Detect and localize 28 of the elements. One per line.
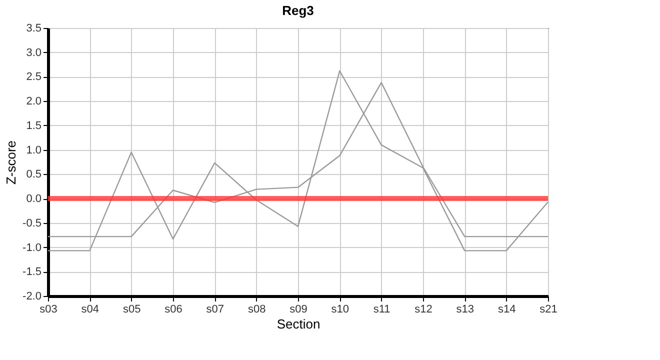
y-tick-label: -1.5 — [22, 266, 42, 278]
x-tick-label: s09 — [290, 304, 308, 316]
y-tick-label: -0.5 — [22, 217, 42, 230]
x-tick-label: s03 — [40, 304, 58, 316]
x-axis-title: Section — [276, 316, 320, 332]
y-tick-label: 3.0 — [26, 46, 42, 59]
x-tick-label: s12 — [414, 304, 432, 316]
chart-title: Reg3 — [282, 3, 314, 18]
y-tick-label: -1.0 — [22, 242, 42, 254]
y-axis-title: Z-score — [4, 140, 19, 185]
x-tick-label: s07 — [206, 304, 224, 316]
x-tick-label: s13 — [456, 304, 474, 316]
x-tick-label: s08 — [248, 304, 266, 316]
x-tick-label: s06 — [164, 304, 182, 316]
y-tick-label: 2.5 — [26, 71, 42, 84]
x-tick-label: s11 — [373, 304, 390, 316]
y-tick-label: 1.0 — [26, 144, 42, 156]
x-tick-label: s10 — [331, 304, 350, 316]
y-tick-label: 2.0 — [26, 96, 42, 108]
x-tick-label: s05 — [122, 304, 141, 316]
x-tick-label: s04 — [81, 304, 100, 316]
y-tick-label: 1.5 — [26, 120, 42, 132]
y-tick-label: 3.5 — [26, 22, 42, 34]
y-tick-label: 0.0 — [26, 193, 42, 206]
x-tick-label: s14 — [498, 304, 516, 316]
y-tick-label: -2.0 — [22, 290, 42, 302]
y-tick-label: 0.5 — [26, 168, 42, 181]
x-tick-label: s21 — [540, 304, 558, 316]
